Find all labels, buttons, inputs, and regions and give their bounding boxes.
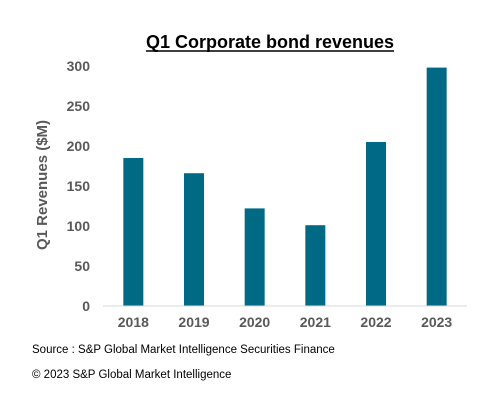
y-tick-label: 100 [67, 218, 91, 234]
x-tick-label: 2019 [178, 314, 209, 330]
x-tick-label: 2018 [118, 314, 149, 330]
bars [123, 67, 447, 306]
chart-title: Q1 Corporate bond revenues [146, 32, 394, 52]
bar [305, 225, 326, 306]
bar [123, 158, 144, 306]
y-tick-label: 150 [67, 178, 91, 194]
bar [426, 67, 447, 306]
bar [184, 173, 204, 306]
bar [366, 142, 386, 306]
source-note: Source : S&P Global Market Intelligence … [32, 344, 335, 356]
y-tick-label: 0 [82, 298, 90, 314]
x-axis-ticks: 2018 2019 2020 2021 2022 2023 [118, 314, 453, 330]
y-axis-ticks: 0 50 100 150 200 250 300 [67, 58, 91, 314]
x-tick-label: 2021 [300, 314, 331, 330]
bar [244, 208, 265, 306]
y-tick-label: 300 [67, 58, 91, 74]
y-tick-label: 50 [74, 258, 90, 274]
y-tick-label: 250 [67, 98, 91, 114]
x-tick-label: 2020 [239, 314, 270, 330]
y-tick-label: 200 [67, 138, 91, 154]
x-tick-label: 2022 [360, 314, 391, 330]
y-axis-label: Q1 Revenues ($M) [34, 120, 51, 250]
copyright-note: © 2023 S&P Global Market Intelligence [32, 369, 232, 381]
x-tick-label: 2023 [421, 314, 452, 330]
bar-chart: Q1 Corporate bond revenues Q1 Revenues (… [34, 32, 467, 330]
